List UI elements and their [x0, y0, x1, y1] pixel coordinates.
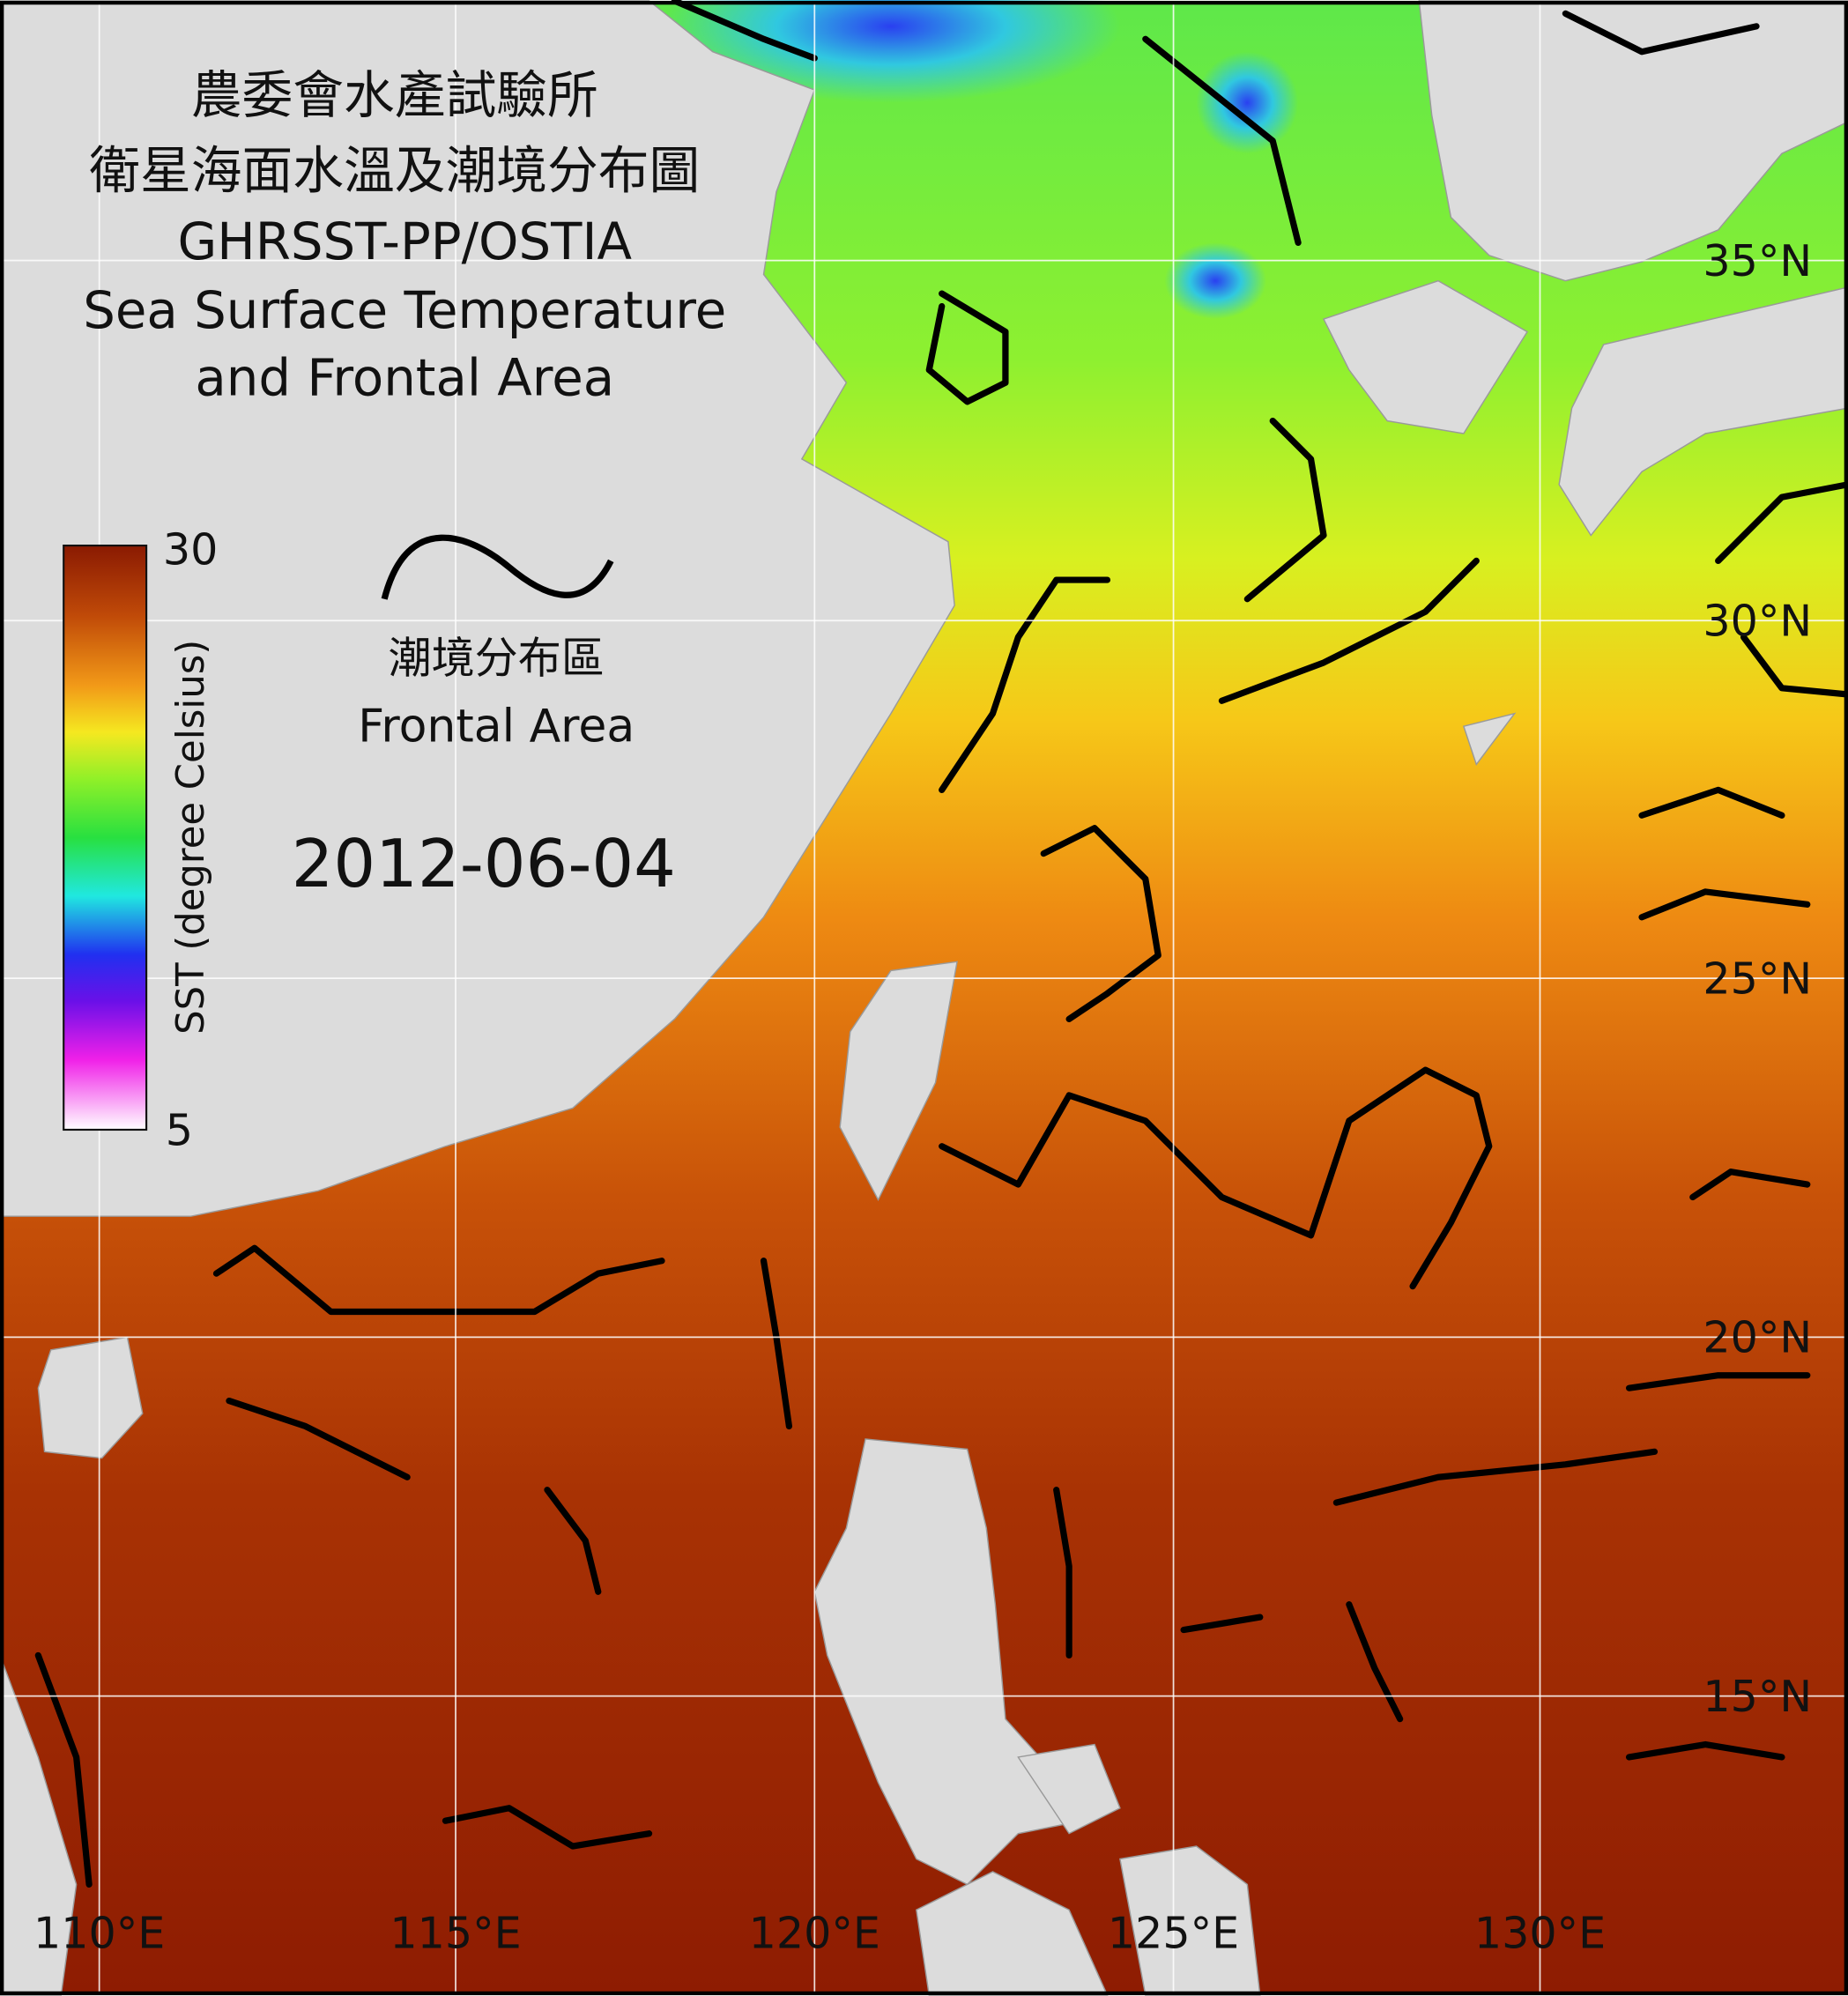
legend-label: Frontal Area [358, 700, 635, 753]
title-line: and Frontal Area [195, 348, 614, 408]
longitude-label: 110°E [33, 1908, 165, 1959]
frontal-lines [34, 0, 1848, 1888]
latitude-labels: 35°N 30°N 25°N 20°N 15°N [1703, 235, 1812, 1722]
colorbar-max: 30 [163, 524, 218, 575]
colorbar-scale [63, 544, 148, 1132]
latitude-label: 25°N [1703, 953, 1812, 1004]
longitude-label: 120°E [749, 1908, 880, 1959]
colorbar-min: 5 [166, 1104, 193, 1155]
longitude-labels: 110°E 115°E 120°E 125°E 130°E [33, 1908, 1606, 1959]
colorbar: 30 5 SST (degree Celsius) [63, 524, 218, 1155]
title-line: 農委會水產試驗所 [191, 65, 598, 125]
title-line: 衛星海面水溫及潮境分布圖 [89, 140, 700, 200]
colorbar-label: SST (degree Celsius) [169, 640, 213, 1035]
longitude-label: 125°E [1108, 1908, 1239, 1959]
title-line: Sea Surface Temperature [83, 280, 726, 340]
legend-symbol [381, 534, 614, 600]
latitude-label: 30°N [1703, 596, 1812, 647]
date: 2012-06-04 [292, 825, 676, 902]
legend-label: 潮境分布區 [389, 633, 605, 684]
longitude-label: 115°E [390, 1908, 521, 1959]
latitude-label: 35°N [1703, 235, 1812, 286]
cold-water [1164, 242, 1266, 320]
longitude-label: 130°E [1474, 1908, 1606, 1959]
latitude-label: 20°N [1703, 1312, 1812, 1363]
legend: 潮境分布區 Frontal Area [358, 534, 635, 753]
cold-water [1196, 51, 1299, 154]
title: 農委會水產試驗所 衛星海面水溫及潮境分布圖 GHRSST-PP/OSTIA Se… [83, 65, 726, 408]
latitude-label: 15°N [1703, 1671, 1812, 1722]
title-line: GHRSST-PP/OSTIA [178, 211, 633, 271]
